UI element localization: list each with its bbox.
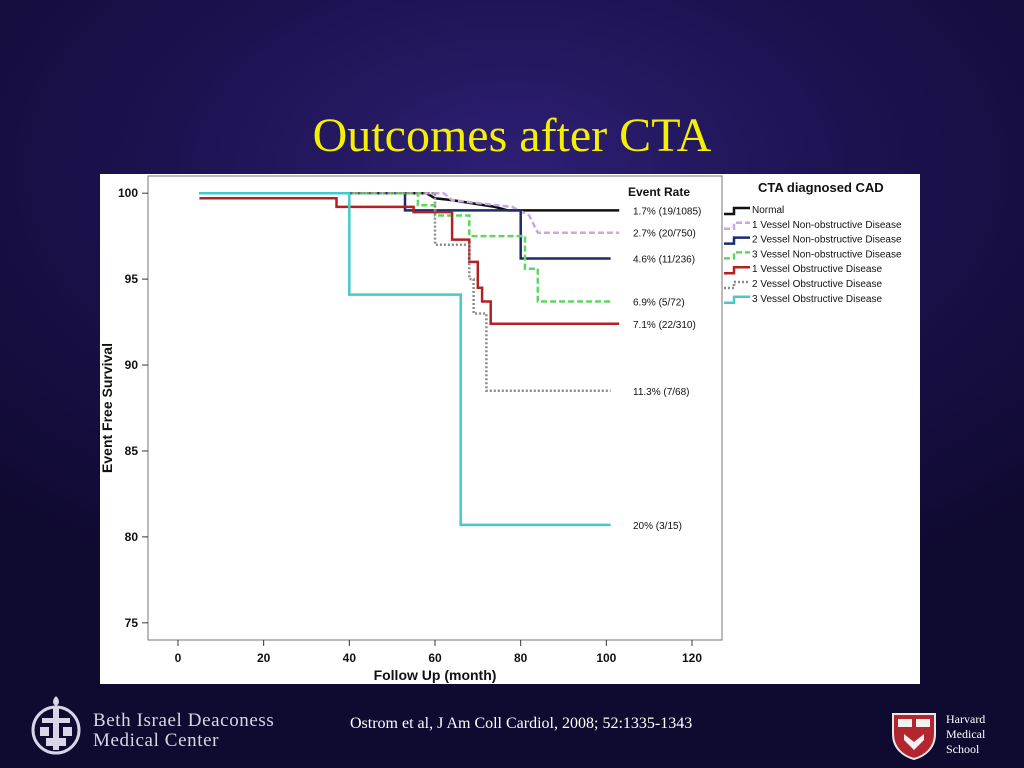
event-rate-header: Event Rate [628,185,690,199]
x-tick-label: 120 [682,651,702,665]
x-tick-label: 40 [343,651,357,665]
series-line-3 [199,191,611,260]
x-tick-label: 20 [257,651,271,665]
bidmc-name-line2: Medical Center [93,730,220,751]
citation: Ostrom et al, J Am Coll Cardiol, 2008; 5… [350,715,693,732]
event-rate-label: 4.6% (11/236) [633,254,695,265]
hms-name-line1: Harvard [946,712,986,726]
hms-name-line3: School [946,742,980,756]
legend-title: CTA diagnosed CAD [758,180,884,195]
chart-panel: 0 20 40 60 80 100 120 75 80 85 90 95 100 Follow Up (m… [100,174,920,684]
legend-swatch [724,265,750,275]
legend-item-label: Normal [752,205,784,216]
x-tick-label: 80 [514,651,528,665]
bidmc-name-line1: Beth Israel Deaconess [93,710,275,731]
series-line-6 [199,191,611,393]
legend-item-label: 1 Vessel Obstructive Disease [752,264,882,275]
y-tick-label: 75 [125,616,139,630]
event-rate-label: 2.7% (20/750) [633,229,696,240]
plot-frame [147,175,723,641]
series-line-4 [199,191,611,303]
legend-item-label: 2 Vessel Non-obstructive Disease [752,235,902,246]
bidmc-logo-icon [31,696,81,755]
series-line-7 [199,191,611,527]
x-tick-label: 100 [596,651,616,665]
legend-swatch [724,295,750,305]
legend-swatch [724,236,750,245]
event-rate-label: 20% (3/15) [633,521,682,532]
survival-chart: 0 20 40 60 80 100 120 75 80 85 90 95 100 Follow Up (m… [100,175,902,683]
slide-title: Outcomes after CTA [312,109,712,162]
legend-item-label: 1 Vessel Non-obstructive Disease [752,220,902,231]
y-tick-label: 100 [118,186,138,200]
harvard-shield-icon [892,713,936,760]
legend-swatch [724,221,750,231]
legend-swatch [724,206,750,216]
event-rate-label: 11.3% (7/68) [633,387,690,398]
y-tick-label: 80 [125,530,139,544]
legend-swatch [724,280,750,290]
x-axis-label: Follow Up (month) [374,667,497,683]
y-axis-label: Event Free Survival [100,343,115,473]
y-tick-label: 90 [125,358,139,372]
event-rate-label: 6.9% (5/72) [633,297,685,308]
x-tick-label: 60 [428,651,442,665]
legend-item-label: 3 Vessel Obstructive Disease [752,294,882,305]
hms-name-line2: Medical [946,727,986,741]
y-tick-label: 95 [125,272,139,286]
series-line-2 [199,191,620,234]
x-tick-label: 0 [175,651,182,665]
y-tick-label: 85 [125,444,139,458]
legend-swatch [724,251,750,260]
series-line-5 [199,197,620,326]
event-rate-label: 7.1% (22/310) [633,320,696,331]
legend-item-label: 2 Vessel Obstructive Disease [752,279,882,290]
legend-item-label: 3 Vessel Non-obstructive Disease [752,249,902,260]
event-rate-label: 1.7% (19/1085) [633,206,701,217]
